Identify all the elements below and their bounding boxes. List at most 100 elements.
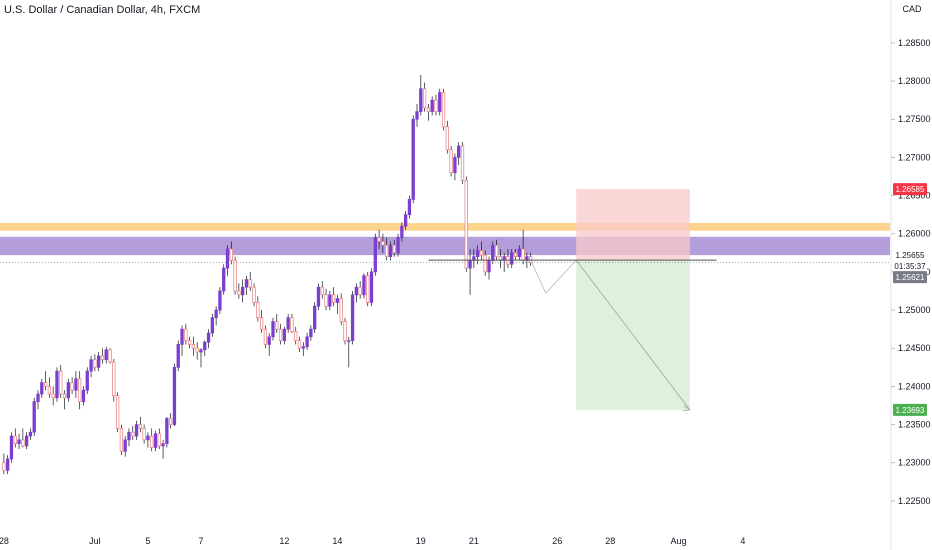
candle-bear bbox=[275, 321, 279, 330]
candle-bear bbox=[115, 395, 120, 429]
candle-bear bbox=[93, 359, 97, 368]
candle-bull bbox=[81, 389, 86, 403]
candle-bear bbox=[142, 428, 146, 441]
candle-bull bbox=[487, 260, 491, 273]
stop-price-tag-bg bbox=[893, 183, 927, 196]
candle-bear bbox=[191, 344, 196, 349]
candle-bear bbox=[256, 302, 260, 319]
candle-bear bbox=[460, 145, 465, 181]
candle-bull bbox=[89, 359, 93, 372]
candle-bull bbox=[6, 458, 10, 471]
candle-bull bbox=[127, 431, 131, 441]
candle-bull bbox=[362, 275, 366, 296]
candle-bear bbox=[43, 382, 48, 387]
candles-layer bbox=[2, 74, 533, 475]
candle-bear bbox=[278, 328, 283, 341]
candle-bear bbox=[521, 248, 525, 261]
candle-bull bbox=[453, 157, 457, 174]
candle-bull bbox=[403, 214, 408, 227]
x-tick-label: 7 bbox=[198, 536, 203, 546]
candle-bear bbox=[138, 424, 142, 429]
candle-bear bbox=[62, 393, 67, 399]
candle-bull bbox=[180, 328, 184, 345]
candle-bull bbox=[176, 344, 180, 368]
candle-bull bbox=[40, 382, 44, 395]
candle-bull bbox=[225, 248, 230, 269]
target-price-tag-bg bbox=[893, 403, 927, 416]
candle-bear bbox=[513, 252, 518, 257]
candle-bull bbox=[134, 424, 139, 437]
candle-bear bbox=[2, 462, 6, 471]
candle-bear bbox=[290, 317, 294, 332]
y-tick-label: 1.25000 bbox=[898, 305, 931, 315]
x-tick-label: 12 bbox=[279, 536, 289, 546]
candle-bull bbox=[475, 250, 480, 257]
candle-bear bbox=[331, 294, 336, 303]
candle-bear bbox=[112, 361, 116, 396]
candle-bear bbox=[385, 244, 389, 257]
candle-bull bbox=[347, 340, 351, 342]
zones-layer bbox=[0, 223, 890, 256]
stop-loss-zone bbox=[576, 189, 690, 261]
x-tick-label: 28 bbox=[0, 536, 9, 546]
candle-bull bbox=[350, 294, 355, 341]
candle-bear bbox=[441, 92, 446, 128]
candle-bull bbox=[74, 378, 78, 391]
x-tick-label: Aug bbox=[671, 536, 687, 546]
candle-bull bbox=[165, 418, 169, 445]
y-tick-label: 1.27500 bbox=[898, 114, 931, 124]
candle-bull bbox=[24, 435, 29, 447]
candle-bear bbox=[195, 347, 199, 353]
y-tick-label: 1.23500 bbox=[898, 420, 931, 430]
candle-bear bbox=[51, 393, 55, 399]
candle-bull bbox=[309, 328, 313, 338]
current-price-tag: 1.25621 bbox=[896, 273, 925, 282]
candle-bull bbox=[267, 336, 271, 345]
candle-bear bbox=[445, 126, 449, 151]
candle-bull bbox=[36, 393, 40, 403]
y-tick-label: 1.28500 bbox=[898, 38, 931, 48]
y-tick-label: 1.28000 bbox=[898, 76, 931, 86]
current-price-tag-bg bbox=[893, 271, 927, 284]
candle-bull bbox=[400, 225, 404, 238]
y-tick-label: 1.26500 bbox=[898, 191, 931, 201]
x-tick-label: 14 bbox=[332, 536, 342, 546]
candle-bear bbox=[339, 298, 343, 322]
candle-bear bbox=[479, 250, 484, 256]
candle-bull bbox=[146, 435, 150, 441]
candle-bull bbox=[430, 99, 434, 112]
position-tool[interactable] bbox=[530, 189, 691, 412]
candle-bull bbox=[210, 317, 214, 334]
candle-bull bbox=[66, 382, 70, 399]
candle-bull bbox=[161, 443, 165, 447]
candle-bull bbox=[335, 298, 340, 303]
candle-bear bbox=[343, 321, 347, 341]
x-tick-label: 21 bbox=[469, 536, 479, 546]
candle-bear bbox=[494, 244, 499, 257]
candle-bear bbox=[131, 431, 135, 437]
candle-bear bbox=[252, 286, 256, 303]
candle-bear bbox=[366, 275, 370, 303]
lines-layer bbox=[0, 259, 890, 263]
candle-bear bbox=[13, 435, 17, 445]
candle-bull bbox=[301, 346, 305, 349]
candle-bear bbox=[157, 433, 161, 447]
candle-bull bbox=[316, 286, 321, 307]
candle-bull bbox=[373, 237, 377, 273]
candle-bear bbox=[263, 328, 268, 345]
candle-bear bbox=[237, 290, 241, 296]
bar-countdown-tag-bg bbox=[893, 260, 927, 273]
y-tick-label: 1.24500 bbox=[898, 343, 931, 353]
time-axis[interactable]: 28 Jul 5 7 12 14 19 21 26 28 Aug 4 bbox=[0, 536, 745, 546]
candle-bull bbox=[457, 145, 461, 158]
candle-bull bbox=[388, 244, 393, 257]
candle-bull bbox=[9, 435, 14, 460]
candle-bull bbox=[271, 321, 275, 338]
y-tick-label: 1.26000 bbox=[898, 229, 931, 239]
resistance-band bbox=[0, 223, 890, 231]
candle-bull bbox=[85, 370, 89, 391]
candle-bull bbox=[282, 328, 287, 341]
bar-countdown-tag: 01:35:37 bbox=[894, 262, 926, 271]
